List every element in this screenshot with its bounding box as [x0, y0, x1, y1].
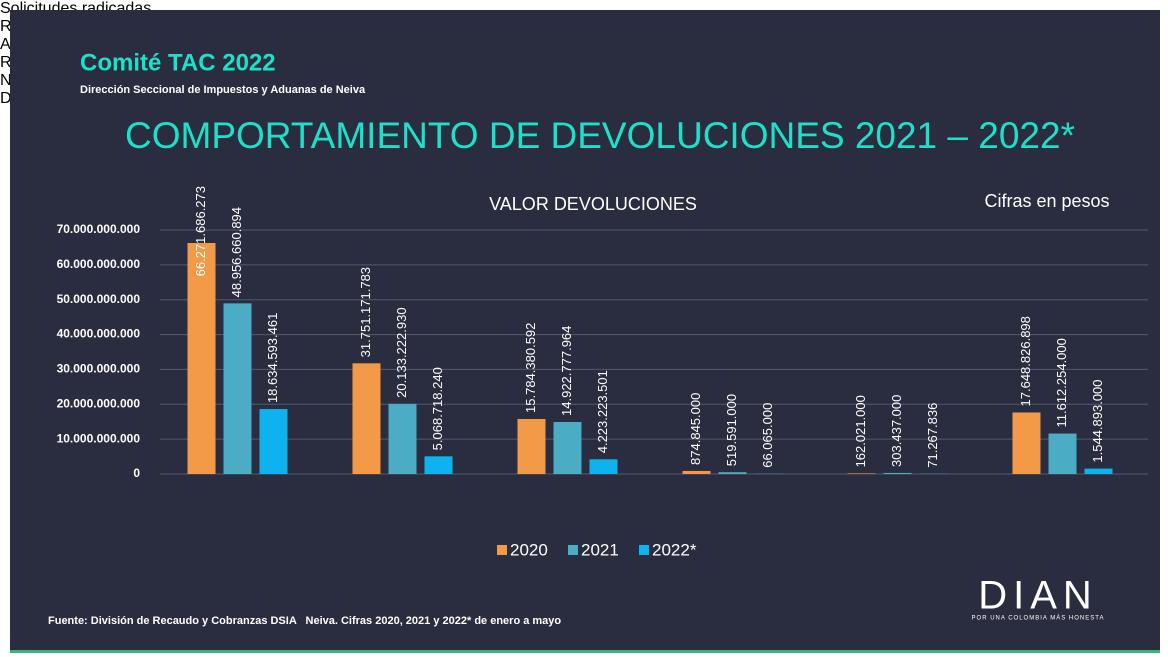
bar	[223, 303, 252, 474]
bar	[187, 242, 216, 474]
value-label: 66.065.000	[760, 403, 775, 468]
value-label: 303.437.000	[889, 395, 904, 467]
heading: COMPORTAMIENTO DE DEVOLUCIONES 2021 – 20…	[125, 115, 1075, 156]
value-label: 20.133.222.930	[394, 307, 409, 397]
legend-swatch	[497, 545, 507, 555]
y-tick-label: 10.000.000.000	[57, 431, 141, 445]
bar	[553, 421, 582, 474]
legend-swatch	[568, 545, 578, 555]
logo: DIAN	[978, 574, 1098, 618]
bar	[883, 472, 912, 474]
bar	[424, 456, 453, 474]
legend-swatch	[639, 545, 649, 555]
value-label: 14.922.777.964	[559, 326, 574, 416]
y-tick-label: 40.000.000.000	[57, 327, 141, 341]
source: Fuente: División de Recaudo y Cobranzas …	[48, 615, 561, 627]
y-tick-label: 20.000.000.000	[57, 396, 141, 410]
value-label: 17.648.826.898	[1018, 316, 1033, 406]
y-tick-label: 0	[133, 466, 140, 480]
value-label: 66.271.686.273	[193, 186, 208, 276]
annotation: Cifras en pesos	[984, 191, 1109, 211]
bar	[388, 403, 417, 474]
bar	[847, 473, 876, 474]
bar	[589, 459, 618, 474]
value-label: 519.591.000	[724, 394, 739, 466]
y-tick-label: 60.000.000.000	[57, 257, 141, 271]
legend-label: 2022*	[652, 540, 697, 559]
bar	[259, 409, 288, 474]
bar	[1048, 433, 1077, 474]
y-tick-label: 50.000.000.000	[57, 292, 141, 306]
legend-label: 2021	[581, 540, 619, 559]
value-label: 874.845.000	[688, 393, 703, 465]
bar	[1084, 468, 1113, 474]
value-label: 15.784.380.592	[523, 323, 538, 413]
y-tick-label: 30.000.000.000	[57, 362, 141, 376]
y-tick-label: 70.000.000.000	[57, 222, 141, 236]
bar	[517, 418, 546, 474]
value-label: 48.956.660.894	[229, 207, 244, 297]
value-label: 162.021.000	[853, 395, 868, 467]
bar	[1012, 412, 1041, 474]
slide-title: Comité TAC 2022	[80, 49, 276, 76]
value-label: 31.751.171.783	[358, 267, 373, 357]
bar	[682, 470, 711, 474]
value-label: 11.612.254.000	[1054, 338, 1069, 427]
value-label: 71.267.836	[925, 403, 940, 468]
bar	[718, 472, 747, 474]
legend-label: 2020	[510, 540, 548, 559]
value-label: 18.634.593.461	[265, 313, 280, 403]
value-label: 4.223.223.501	[595, 370, 610, 453]
chart-title: VALOR DEVOLUCIONES	[489, 194, 697, 214]
value-label: 5.068.718.240	[430, 367, 445, 450]
bottom-bar	[10, 650, 1160, 653]
value-label: 1.544.893.000	[1090, 379, 1105, 462]
bar	[352, 363, 381, 474]
slide-subtitle: Dirección Seccional de Impuestos y Aduan…	[80, 84, 366, 96]
tagline: POR UNA COLOMBIA MÁS HONESTA	[972, 615, 1105, 622]
